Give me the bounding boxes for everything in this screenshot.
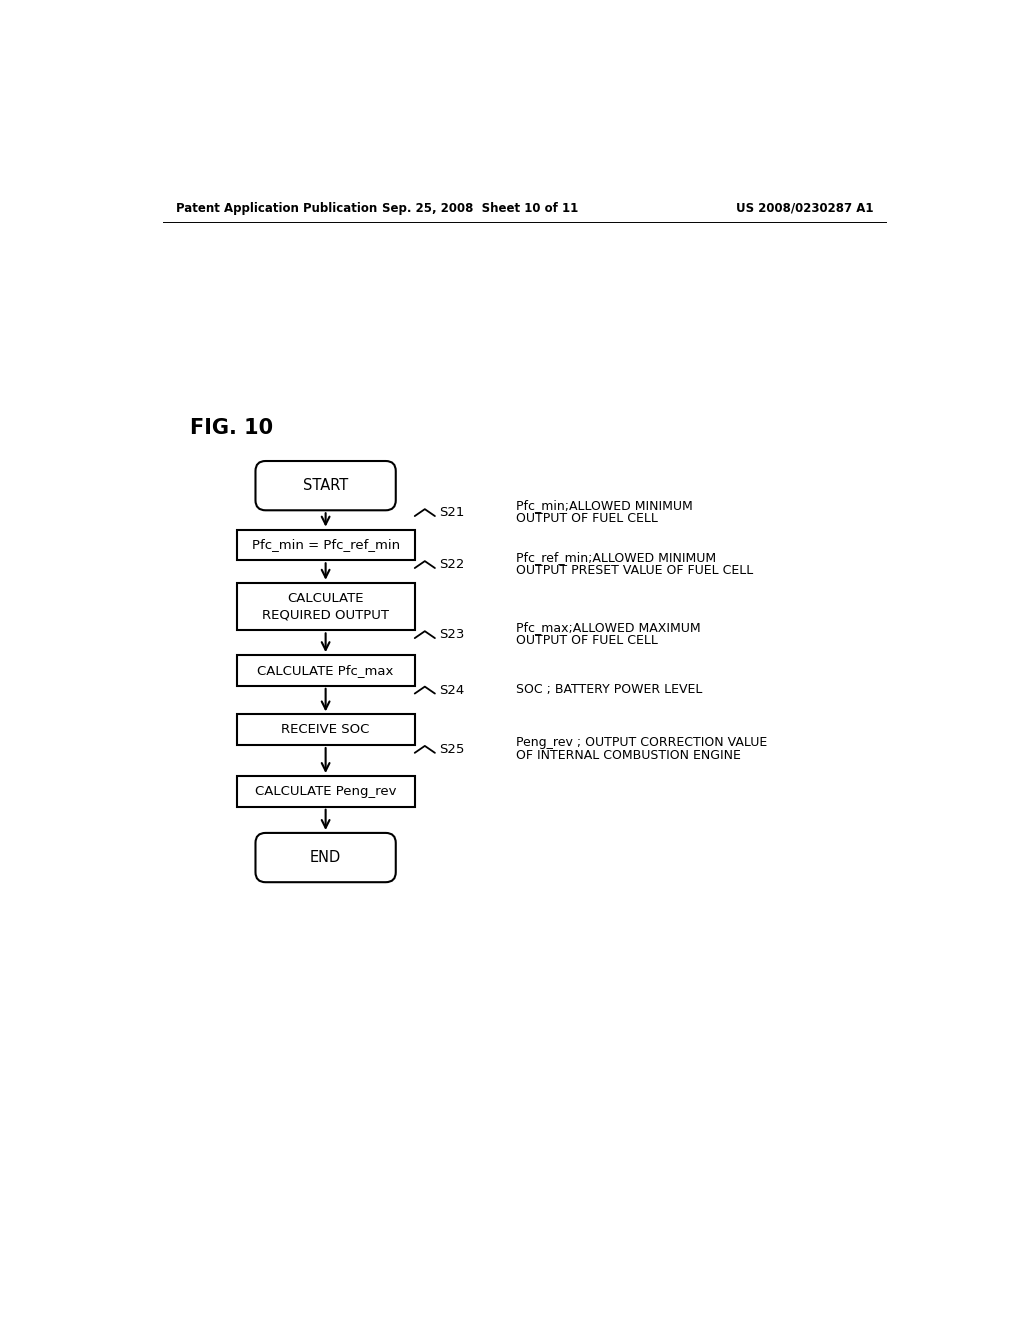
Text: FIG. 10: FIG. 10	[190, 418, 273, 438]
Text: OUTPUT PRESET VALUE OF FUEL CELL: OUTPUT PRESET VALUE OF FUEL CELL	[515, 565, 753, 577]
Bar	[237, 655, 415, 686]
Bar	[237, 776, 415, 807]
Text: OUTPUT OF FUEL CELL: OUTPUT OF FUEL CELL	[515, 635, 657, 648]
Text: CALCULATE Peng_rev: CALCULATE Peng_rev	[255, 785, 396, 797]
Text: Pfc_min = Pfc_ref_min: Pfc_min = Pfc_ref_min	[252, 539, 399, 552]
Bar	[237, 582, 415, 631]
Text: S25: S25	[439, 743, 465, 756]
Text: S21: S21	[439, 506, 465, 519]
Text: Pfc_min;ALLOWED MINIMUM: Pfc_min;ALLOWED MINIMUM	[515, 499, 692, 512]
Text: S23: S23	[439, 628, 465, 642]
Bar	[237, 529, 415, 561]
Text: Patent Application Publication: Patent Application Publication	[176, 202, 377, 215]
Text: OF INTERNAL COMBUSTION ENGINE: OF INTERNAL COMBUSTION ENGINE	[515, 750, 740, 762]
Text: END: END	[310, 850, 341, 865]
Bar	[237, 714, 415, 744]
Text: SOC ; BATTERY POWER LEVEL: SOC ; BATTERY POWER LEVEL	[515, 684, 701, 696]
Text: Pfc_max;ALLOWED MAXIMUM: Pfc_max;ALLOWED MAXIMUM	[515, 620, 700, 634]
Text: CALCULATE Pfc_max: CALCULATE Pfc_max	[257, 664, 394, 677]
Text: Peng_rev ; OUTPUT CORRECTION VALUE: Peng_rev ; OUTPUT CORRECTION VALUE	[515, 735, 767, 748]
Text: S24: S24	[439, 684, 465, 697]
Text: RECEIVE SOC: RECEIVE SOC	[282, 723, 370, 737]
Text: Sep. 25, 2008  Sheet 10 of 11: Sep. 25, 2008 Sheet 10 of 11	[383, 202, 579, 215]
Text: US 2008/0230287 A1: US 2008/0230287 A1	[736, 202, 873, 215]
Text: OUTPUT OF FUEL CELL: OUTPUT OF FUEL CELL	[515, 512, 657, 525]
Text: START: START	[303, 478, 348, 494]
FancyBboxPatch shape	[255, 833, 395, 882]
Text: CALCULATE
REQUIRED OUTPUT: CALCULATE REQUIRED OUTPUT	[262, 591, 389, 622]
Text: S22: S22	[439, 558, 465, 572]
FancyBboxPatch shape	[255, 461, 395, 511]
Text: Pfc_ref_min;ALLOWED MINIMUM: Pfc_ref_min;ALLOWED MINIMUM	[515, 550, 716, 564]
